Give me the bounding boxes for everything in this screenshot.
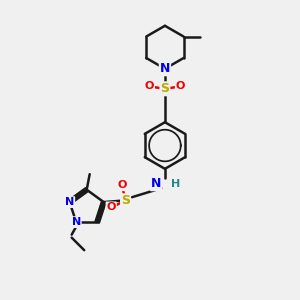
Text: O: O: [176, 81, 185, 92]
Text: H: H: [172, 179, 181, 189]
Text: O: O: [117, 180, 127, 190]
Text: N: N: [65, 197, 74, 207]
Text: N: N: [160, 62, 170, 75]
Text: O: O: [106, 202, 116, 212]
Text: N: N: [151, 177, 161, 190]
Text: S: S: [160, 82, 169, 95]
Text: S: S: [121, 194, 130, 207]
Text: N: N: [71, 217, 81, 227]
Text: O: O: [145, 81, 154, 92]
